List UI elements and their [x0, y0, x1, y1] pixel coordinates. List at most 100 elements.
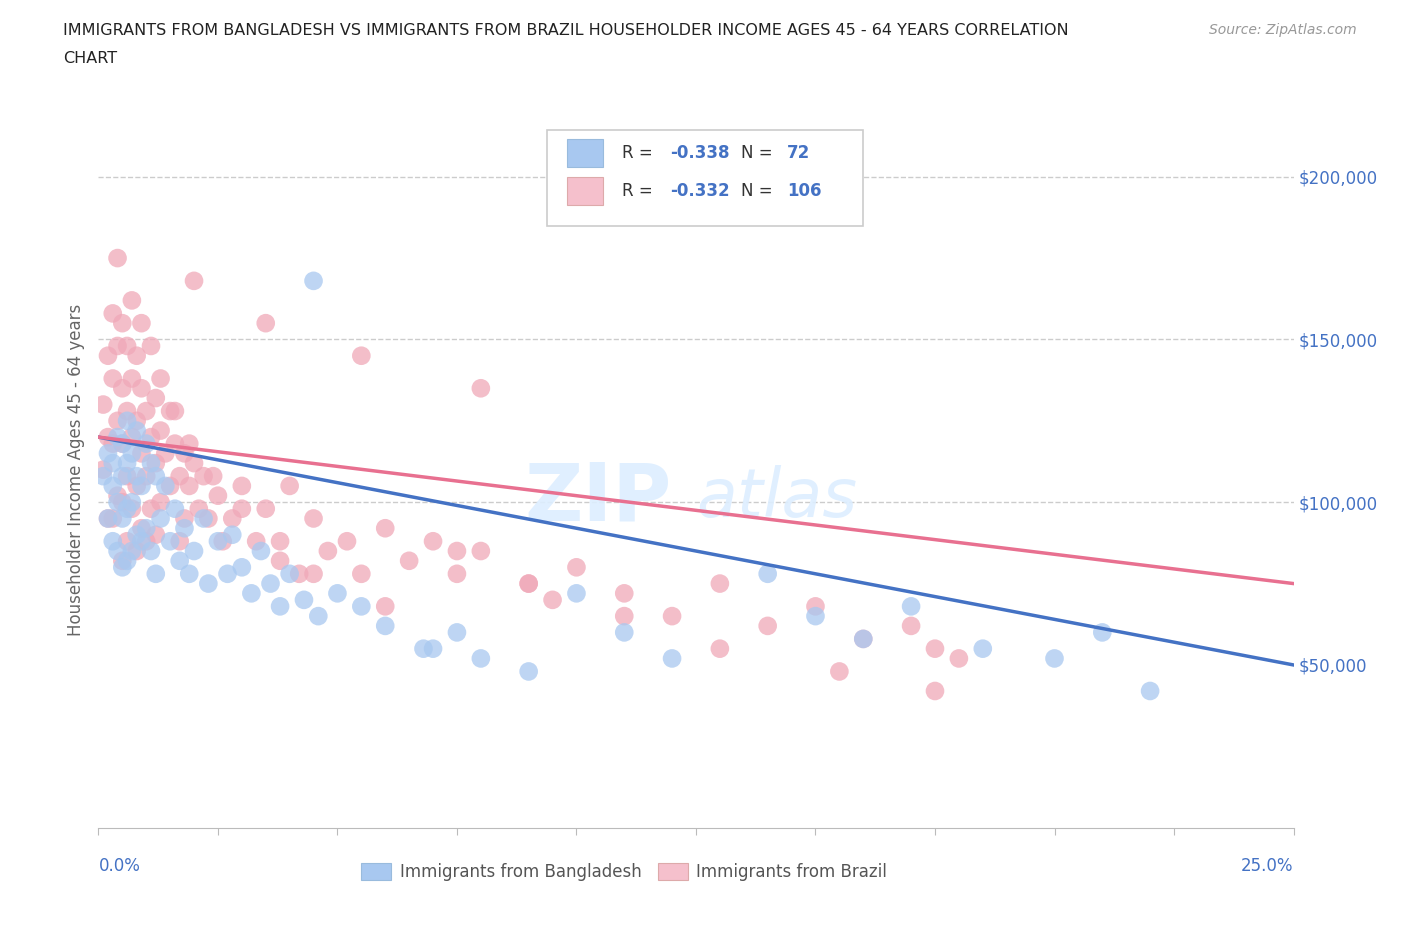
Point — [661, 609, 683, 624]
Point — [565, 560, 588, 575]
Point — [131, 446, 153, 461]
Point — [115, 404, 138, 418]
Point — [1043, 651, 1066, 666]
Point — [159, 534, 181, 549]
Bar — [567, 139, 603, 167]
Point — [107, 488, 129, 503]
Point — [302, 566, 325, 581]
Point — [207, 534, 229, 549]
Point — [111, 381, 134, 396]
Point — [613, 586, 636, 601]
Point — [115, 339, 138, 353]
Point — [183, 273, 205, 288]
Point — [269, 534, 291, 549]
Point — [149, 371, 172, 386]
Point — [240, 586, 263, 601]
Point — [470, 381, 492, 396]
Point — [924, 684, 946, 698]
Point — [115, 413, 138, 428]
Point — [145, 456, 167, 471]
Point — [115, 469, 138, 484]
Point — [111, 560, 134, 575]
Point — [115, 456, 138, 471]
Point — [135, 521, 157, 536]
Point — [446, 625, 468, 640]
Point — [517, 577, 540, 591]
Point — [107, 495, 129, 510]
Point — [302, 512, 325, 526]
Point — [217, 566, 239, 581]
Point — [107, 413, 129, 428]
Point — [307, 609, 329, 624]
Point — [374, 618, 396, 633]
Text: R =: R = — [621, 144, 658, 162]
Point — [145, 566, 167, 581]
FancyBboxPatch shape — [547, 129, 863, 226]
Point — [804, 609, 827, 624]
Point — [231, 501, 253, 516]
Point — [91, 397, 114, 412]
Point — [278, 566, 301, 581]
Point — [412, 642, 434, 657]
Y-axis label: Householder Income Ages 45 - 64 years: Householder Income Ages 45 - 64 years — [66, 303, 84, 636]
Point — [193, 512, 215, 526]
Point — [135, 436, 157, 451]
Point — [121, 543, 143, 558]
Point — [422, 534, 444, 549]
Point — [145, 391, 167, 405]
Point — [231, 560, 253, 575]
Point — [254, 501, 277, 516]
Text: IMMIGRANTS FROM BANGLADESH VS IMMIGRANTS FROM BRAZIL HOUSEHOLDER INCOME AGES 45 : IMMIGRANTS FROM BANGLADESH VS IMMIGRANTS… — [63, 23, 1069, 38]
Point — [145, 469, 167, 484]
Point — [709, 577, 731, 591]
Point — [125, 423, 148, 438]
Point — [269, 553, 291, 568]
Point — [470, 651, 492, 666]
Point — [924, 642, 946, 657]
Point — [398, 553, 420, 568]
Point — [173, 512, 195, 526]
Point — [254, 316, 277, 331]
Text: 72: 72 — [787, 144, 810, 162]
Point — [173, 446, 195, 461]
Point — [111, 316, 134, 331]
Point — [470, 543, 492, 558]
Point — [107, 430, 129, 445]
Text: 25.0%: 25.0% — [1241, 857, 1294, 875]
Point — [101, 456, 124, 471]
Point — [169, 534, 191, 549]
Point — [336, 534, 359, 549]
Point — [183, 543, 205, 558]
Text: -0.338: -0.338 — [669, 144, 730, 162]
Point — [135, 404, 157, 418]
Point — [756, 566, 779, 581]
Point — [155, 446, 177, 461]
Point — [613, 625, 636, 640]
Point — [115, 534, 138, 549]
Point — [374, 599, 396, 614]
Point — [804, 599, 827, 614]
Point — [149, 423, 172, 438]
Point — [155, 479, 177, 494]
Point — [169, 469, 191, 484]
Point — [101, 371, 124, 386]
Point — [131, 479, 153, 494]
Point — [101, 479, 124, 494]
Point — [207, 488, 229, 503]
Point — [125, 527, 148, 542]
Point — [269, 599, 291, 614]
Point — [565, 586, 588, 601]
Point — [183, 456, 205, 471]
Text: 106: 106 — [787, 182, 821, 200]
Point — [173, 521, 195, 536]
Point — [97, 349, 120, 364]
Point — [221, 512, 243, 526]
Point — [179, 566, 201, 581]
Point — [163, 436, 186, 451]
Point — [374, 521, 396, 536]
Point — [125, 349, 148, 364]
Point — [326, 586, 349, 601]
Point — [139, 543, 162, 558]
Point — [231, 479, 253, 494]
Point — [350, 599, 373, 614]
